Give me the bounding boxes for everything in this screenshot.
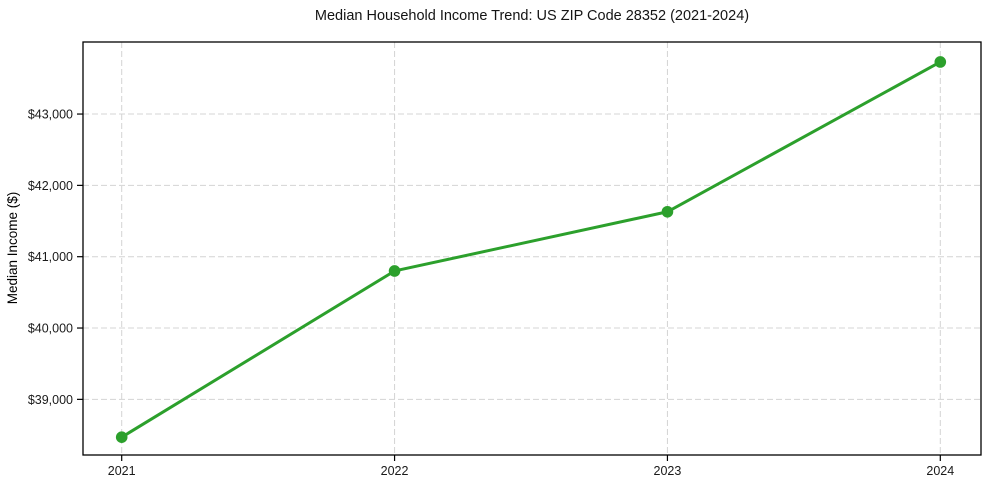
y-tick-label: $42,000: [28, 179, 73, 193]
x-tick-label: 2023: [654, 464, 682, 478]
data-point-2022: [388, 265, 401, 277]
x-tick-label: 2021: [108, 464, 136, 478]
trend-line: [120, 60, 942, 439]
y-tick-label: $43,000: [28, 108, 73, 122]
x-tick-label: 2024: [926, 464, 954, 478]
y-tick-label: $39,000: [28, 393, 73, 407]
y-axis-title: Median Income ($): [5, 192, 20, 305]
data-point-2023: [661, 205, 674, 218]
chart-title: Median Household Income Trend: US ZIP Co…: [314, 8, 750, 24]
data-point-2021: [115, 431, 128, 443]
plot-border: [82, 41, 982, 456]
data-point-2024: [934, 56, 947, 68]
y-tick-label: $40,000: [28, 322, 73, 336]
x-tick-label: 2022: [381, 464, 409, 478]
y-tick-label: $41,000: [28, 250, 73, 264]
